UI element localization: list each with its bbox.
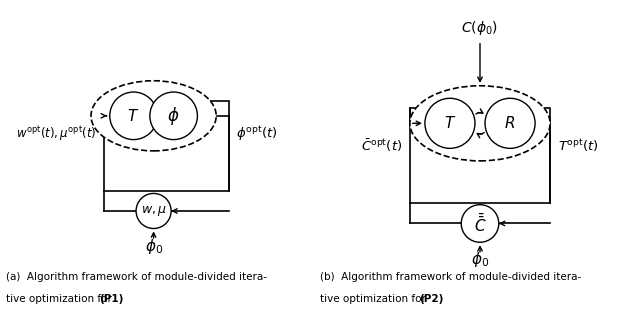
- Text: (a)  Algorithm framework of module-divided itera-: (a) Algorithm framework of module-divide…: [6, 272, 268, 282]
- Text: (P1): (P1): [99, 294, 124, 304]
- Text: $\bar{C}^{\mathrm{opt}}(t)$: $\bar{C}^{\mathrm{opt}}(t)$: [361, 137, 403, 154]
- Circle shape: [425, 98, 475, 148]
- Text: (b)  Algorithm framework of module-divided itera-: (b) Algorithm framework of module-divide…: [320, 272, 581, 282]
- Circle shape: [485, 98, 535, 148]
- Text: $w^{\mathrm{opt}}(t),\mu^{\mathrm{opt}}(t)$: $w^{\mathrm{opt}}(t),\mu^{\mathrm{opt}}(…: [15, 124, 96, 143]
- Bar: [104, 101, 228, 191]
- Text: $\bar{\bar{C}}$: $\bar{\bar{C}}$: [474, 212, 486, 235]
- Text: $T^{\mathrm{opt}}(t)$: $T^{\mathrm{opt}}(t)$: [557, 137, 598, 154]
- Ellipse shape: [91, 81, 216, 151]
- Text: $C(\phi_0)$: $C(\phi_0)$: [461, 19, 499, 37]
- Text: $R$: $R$: [504, 115, 516, 131]
- Text: $T$: $T$: [444, 115, 456, 131]
- Ellipse shape: [410, 86, 550, 161]
- Circle shape: [461, 205, 499, 242]
- Circle shape: [136, 193, 171, 228]
- Text: tive optimization for: tive optimization for: [6, 294, 116, 304]
- Bar: [410, 108, 550, 203]
- Circle shape: [110, 92, 157, 140]
- Text: $\phi^{\mathrm{opt}}(t)$: $\phi^{\mathrm{opt}}(t)$: [236, 124, 278, 143]
- Circle shape: [150, 92, 197, 140]
- Text: $w,\mu$: $w,\mu$: [141, 204, 166, 218]
- Text: $\phi$: $\phi$: [168, 105, 180, 127]
- Text: $T$: $T$: [127, 108, 140, 124]
- Text: $\phi_0$: $\phi_0$: [471, 250, 489, 269]
- Text: tive optimization for: tive optimization for: [320, 294, 429, 304]
- Text: (P2): (P2): [419, 294, 444, 304]
- Text: $\phi_0$: $\phi_0$: [145, 237, 163, 255]
